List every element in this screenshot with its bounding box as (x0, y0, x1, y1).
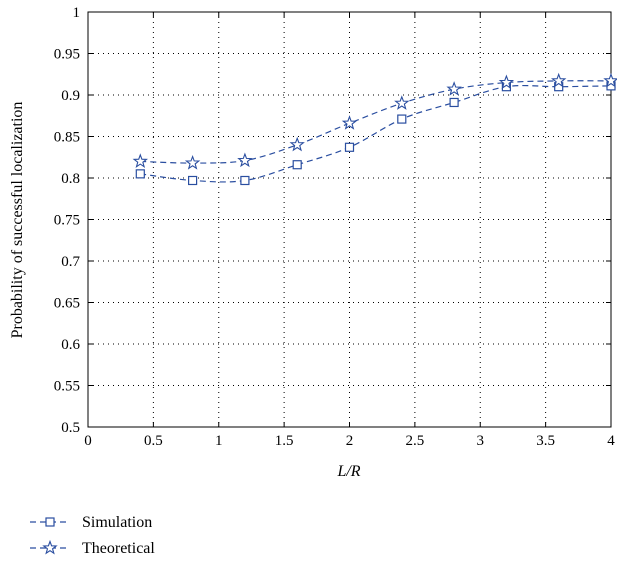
y-tick-label: 0.9 (61, 88, 80, 104)
star-marker (551, 72, 567, 88)
axis-ticks: 0 0.5 1 1.5 2 2.5 3 3.5 40.50.550.60.650.70.750.… (54, 5, 616, 449)
x-tick-label: 1.5 (275, 433, 294, 449)
square-marker (449, 97, 459, 108)
x-tick-label: 0.5 (144, 433, 163, 449)
star-marker (603, 72, 617, 88)
y-tick-label: 0.85 (54, 130, 80, 146)
y-tick-label: 0.55 (54, 379, 80, 395)
x-tick-label: 2 (346, 433, 354, 449)
x-tick-label: 1 (215, 433, 223, 449)
square-marker (344, 142, 355, 152)
square-marker (292, 160, 302, 170)
star-marker (446, 81, 462, 96)
y-tick-label: 0.8 (61, 171, 80, 187)
y-tick-label: 0.75 (54, 213, 80, 229)
star-marker (394, 95, 410, 110)
plot-area (88, 12, 611, 427)
y-tick-label: 0.6 (61, 337, 80, 353)
x-tick-label: 4 (607, 433, 615, 449)
legend-item-theoretical: Theoretical (30, 539, 155, 557)
square-marker (188, 175, 198, 186)
y-tick-label: 0.7 (61, 254, 80, 270)
star-marker (237, 152, 253, 168)
y-axis-title: Probability of successful localization (9, 102, 26, 339)
square-marker (135, 169, 145, 179)
series-simulation (135, 81, 616, 186)
star-marker (184, 154, 201, 170)
legend-item-simulation: Simulation (30, 514, 152, 531)
legend-star-marker (42, 539, 58, 555)
series-layer (132, 72, 617, 186)
series-line (140, 84, 612, 183)
series-theoretical (132, 72, 617, 170)
star-marker (289, 136, 305, 152)
x-tick-label: 3 (477, 433, 485, 449)
x-axis-title: L/R (336, 463, 360, 480)
legend: Simulation Theoretical (30, 514, 155, 557)
legend-label: Theoretical (82, 540, 155, 557)
series-line (140, 80, 612, 164)
x-tick-label: 2.5 (406, 433, 425, 449)
star-marker (341, 115, 358, 130)
grid-lines (88, 12, 611, 427)
y-tick-label: 0.65 (54, 296, 80, 312)
x-tick-label: 3.5 (536, 433, 555, 449)
legend-square-marker (45, 517, 55, 527)
square-marker (397, 114, 407, 124)
y-tick-label: 1 (73, 5, 81, 21)
y-tick-label: 0.5 (61, 420, 80, 436)
square-marker (240, 175, 250, 186)
star-marker (132, 153, 148, 168)
y-tick-label: 0.95 (54, 47, 80, 63)
x-tick-label: 0 (84, 433, 92, 449)
legend-label: Simulation (82, 514, 152, 531)
star-marker (498, 74, 515, 90)
